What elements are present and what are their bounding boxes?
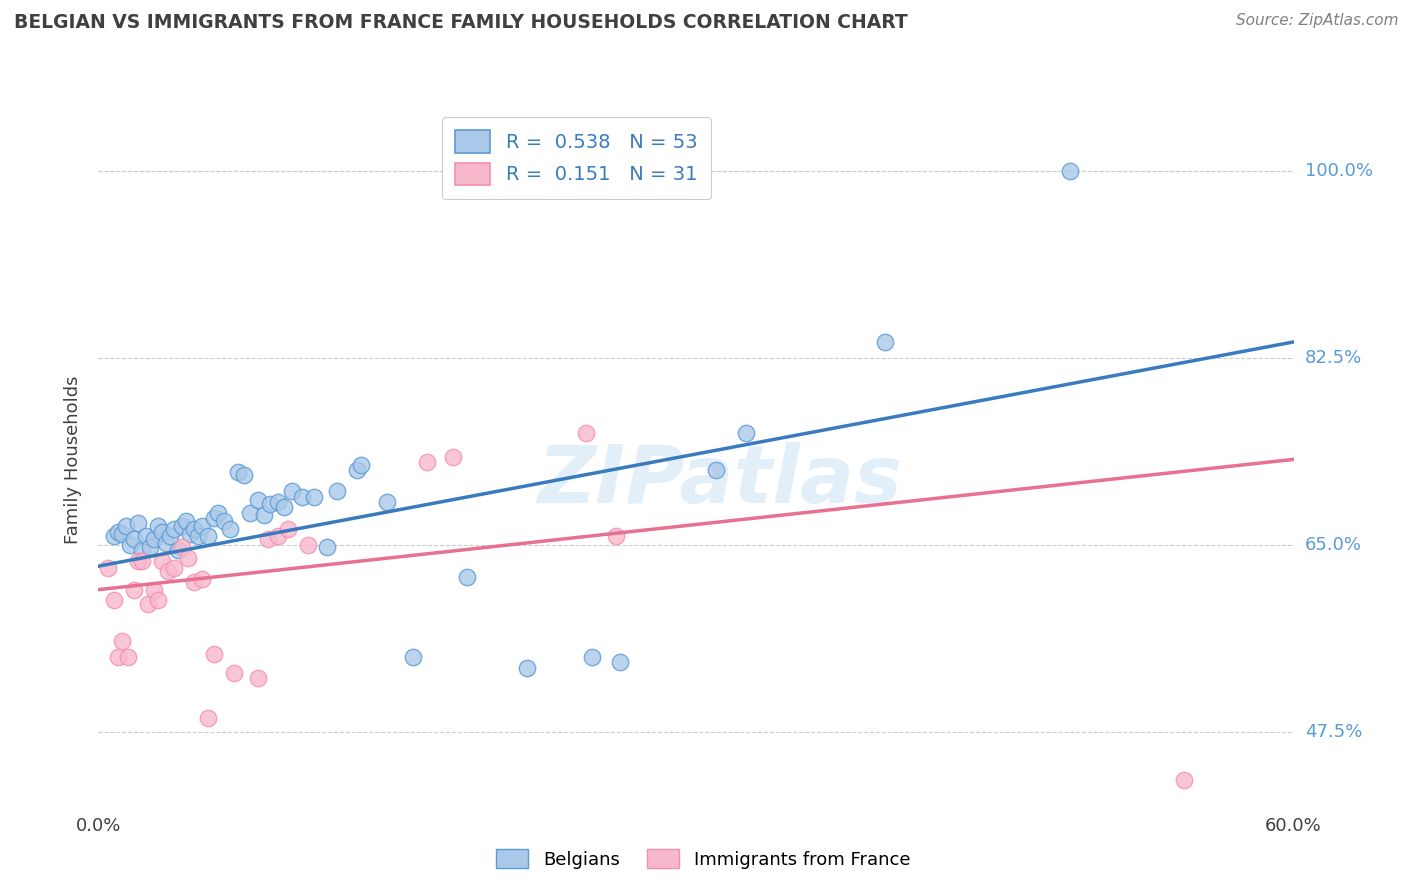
Point (704, 463, 727, 477)
Point (191, 518, 214, 533)
Text: 65.0%: 65.0% (1305, 536, 1361, 554)
Point (157, 565, 180, 579)
Point (172, 540, 194, 554)
Point (136, 597, 159, 611)
Point (179, 527, 201, 541)
Point (246, 671, 269, 685)
Point (232, 468, 254, 483)
Legend: R =  0.538   N = 53, R =  0.151   N = 31: R = 0.538 N = 53, R = 0.151 N = 31 (441, 117, 711, 199)
Point (402, 649, 425, 664)
Point (172, 518, 194, 533)
Point (326, 484, 349, 499)
Point (111, 527, 134, 541)
Y-axis label: Family Households: Family Households (65, 376, 83, 543)
Point (191, 572, 214, 586)
Text: 82.5%: 82.5% (1305, 349, 1362, 367)
Point (222, 665, 245, 680)
Point (280, 484, 302, 499)
Point (163, 522, 186, 536)
Point (239, 506, 262, 520)
Point (187, 529, 209, 543)
Point (734, 425, 756, 440)
Point (290, 490, 312, 504)
Point (150, 554, 173, 568)
Point (155, 535, 177, 549)
Point (124, 533, 146, 547)
Point (575, 425, 598, 440)
Point (103, 593, 125, 607)
Point (516, 660, 538, 674)
Point (273, 500, 295, 515)
Point (148, 593, 170, 607)
Point (226, 465, 249, 479)
Point (143, 533, 166, 547)
Point (259, 497, 281, 511)
Point (167, 543, 190, 558)
Point (97, 561, 120, 575)
Point (115, 518, 138, 533)
Point (139, 540, 162, 554)
Point (277, 522, 299, 536)
Point (120, 538, 142, 552)
Text: BELGIAN VS IMMIGRANTS FROM FRANCE FAMILY HOUSEHOLDS CORRELATION CHART: BELGIAN VS IMMIGRANTS FROM FRANCE FAMILY… (14, 13, 908, 32)
Point (174, 514, 197, 528)
Point (197, 711, 219, 725)
Point (183, 575, 205, 590)
Legend: Belgians, Immigrants from France: Belgians, Immigrants from France (489, 842, 917, 876)
Point (316, 540, 339, 554)
Point (159, 529, 181, 543)
Text: Source: ZipAtlas.com: Source: ZipAtlas.com (1236, 13, 1399, 29)
Point (124, 582, 146, 597)
Point (103, 529, 125, 543)
Point (117, 649, 139, 664)
Point (256, 533, 278, 547)
Point (267, 495, 290, 509)
Text: 100.0%: 100.0% (1305, 162, 1372, 180)
Point (609, 655, 631, 669)
Point (267, 529, 290, 543)
Point (131, 554, 153, 568)
Point (163, 561, 186, 575)
Point (1059, 164, 1081, 178)
Point (297, 538, 319, 552)
Point (127, 554, 149, 568)
Point (375, 495, 398, 509)
Point (416, 454, 439, 468)
Point (202, 647, 225, 661)
Point (183, 522, 205, 536)
Point (107, 524, 129, 539)
Point (131, 543, 153, 558)
Point (456, 570, 478, 584)
Point (107, 649, 129, 664)
Point (150, 524, 173, 539)
Point (148, 518, 170, 533)
Point (127, 516, 149, 531)
Point (1173, 772, 1195, 787)
Point (202, 511, 225, 525)
Point (143, 582, 166, 597)
Point (177, 550, 200, 565)
Point (875, 334, 897, 349)
Point (346, 463, 368, 477)
Point (135, 529, 157, 543)
Point (212, 514, 235, 528)
Point (253, 508, 276, 522)
Point (581, 649, 603, 664)
Point (246, 492, 269, 507)
Point (302, 490, 325, 504)
Point (441, 450, 464, 465)
Point (350, 458, 373, 472)
Text: 47.5%: 47.5% (1305, 723, 1362, 740)
Point (219, 522, 242, 536)
Point (605, 529, 627, 543)
Point (111, 633, 134, 648)
Text: ZIPatlas: ZIPatlas (537, 442, 903, 519)
Point (207, 506, 229, 520)
Point (197, 529, 219, 543)
